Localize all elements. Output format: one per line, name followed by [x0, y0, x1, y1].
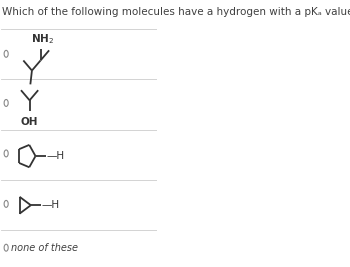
Text: Which of the following molecules have a hydrogen with a pKₐ value between 20 and: Which of the following molecules have a … [2, 7, 350, 17]
Text: none of these: none of these [11, 243, 78, 253]
Text: NH$_2$: NH$_2$ [30, 32, 54, 46]
Text: OH: OH [21, 117, 38, 127]
Text: —H: —H [46, 151, 64, 161]
Text: —H: —H [41, 200, 60, 210]
